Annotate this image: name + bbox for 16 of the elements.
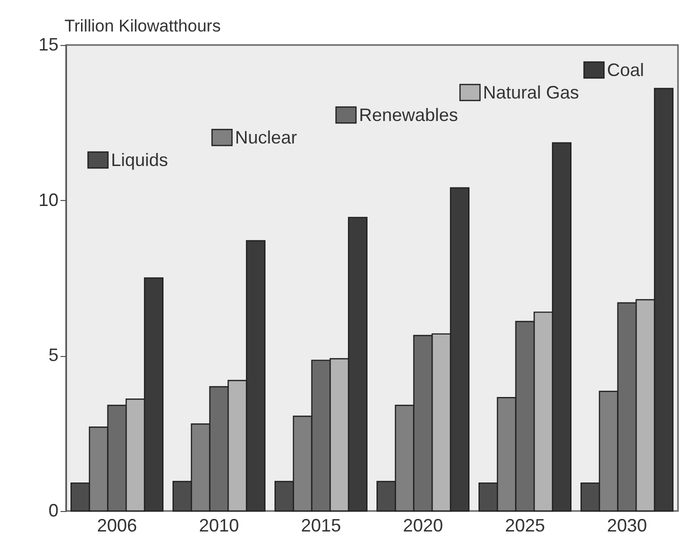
y-tick-label: 5: [48, 345, 58, 366]
y-axis-title: Trillion Kilowatthours: [64, 16, 221, 36]
y-tick-label: 15: [38, 34, 58, 54]
legend-label: Natural Gas: [483, 82, 580, 102]
x-tick-label: 2025: [504, 516, 546, 536]
legend-label: Nuclear: [235, 128, 298, 148]
x-tick-label: 2006: [96, 516, 138, 536]
x-tick-label: 2030: [606, 516, 648, 536]
legend-label: Coal: [607, 60, 644, 80]
y-tick-label: 0: [48, 500, 58, 520]
x-tick-label: 2010: [198, 516, 240, 536]
x-tick-label: 2020: [402, 516, 444, 536]
legend-label: Renewables: [359, 105, 458, 125]
legend-label: Liquids: [111, 150, 168, 170]
y-tick-label: 10: [38, 190, 58, 210]
x-tick-label: 2015: [300, 516, 342, 536]
